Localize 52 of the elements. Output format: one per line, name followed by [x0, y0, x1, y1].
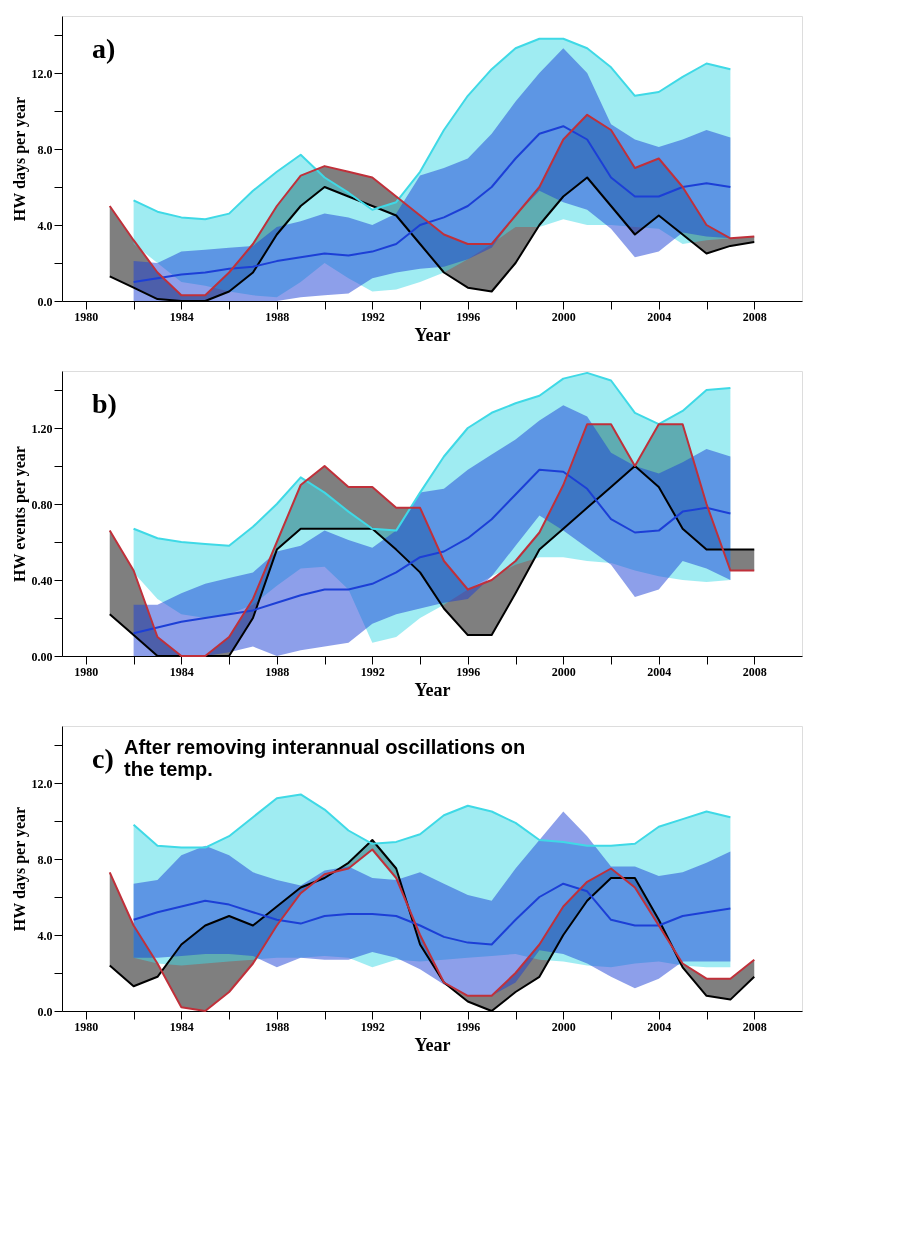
y-tick-label: 0.40	[31, 573, 53, 588]
x-tick-label: 1980	[74, 664, 99, 679]
x-tick-label: 1984	[169, 309, 194, 324]
x-tick-label: 1988	[265, 1019, 290, 1034]
line-series	[132, 793, 732, 849]
x-tick-label: 1992	[360, 309, 385, 324]
line-series	[132, 371, 732, 547]
x-axis-title: Year	[414, 324, 451, 345]
y-tick-label: 0.0	[37, 1004, 53, 1019]
annotation: After removing interannual oscillations on the temp.	[124, 736, 526, 780]
x-tick-label: 2004	[647, 1019, 672, 1034]
line-series	[132, 37, 732, 221]
y-tick-label: 8.0	[37, 852, 53, 867]
x-tick-label: 1996	[456, 309, 481, 324]
x-tick-label: 1992	[360, 1019, 385, 1034]
x-tick-label: 2000	[551, 664, 576, 679]
y-tick-label: 12.0	[31, 66, 53, 81]
y-tick-label: 8.0	[37, 142, 53, 157]
x-tick-label: 2004	[647, 309, 672, 324]
line-series	[132, 125, 732, 283]
x-axis-title: Year	[414, 679, 451, 700]
x-tick-label: 1980	[74, 1019, 99, 1034]
x-tick-label: 1984	[169, 1019, 194, 1034]
annotation: a)	[92, 33, 116, 64]
y-tick-label: 1.20	[31, 421, 53, 436]
x-tick-label: 2004	[647, 664, 672, 679]
y-tick-label: 0.0	[37, 294, 53, 309]
x-tick-label: 2008	[742, 664, 767, 679]
x-tick-label: 1992	[360, 664, 385, 679]
y-axis-title: HW days per year	[10, 806, 29, 932]
x-axis-title: Year	[414, 1034, 451, 1055]
x-tick-label: 2000	[551, 1019, 576, 1034]
y-axis-title: HW days per year	[10, 96, 29, 222]
x-tick-label: 2008	[742, 309, 767, 324]
x-tick-label: 2008	[742, 1019, 767, 1034]
x-tick-label: 2000	[551, 309, 576, 324]
x-tick-label: 1984	[169, 664, 194, 679]
line-series	[132, 882, 732, 946]
y-tick-label: 4.0	[37, 928, 53, 943]
x-tick-label: 1988	[265, 664, 290, 679]
y-tick-label: 0.00	[31, 649, 53, 664]
annotation: b)	[92, 388, 117, 419]
line-series	[132, 468, 732, 635]
y-axis-title: HW events per year	[10, 446, 29, 582]
y-tick-label: 0.80	[31, 497, 53, 512]
y-tick-label: 4.0	[37, 218, 53, 233]
x-tick-label: 1996	[456, 664, 481, 679]
x-tick-label: 1988	[265, 309, 290, 324]
x-tick-label: 1996	[456, 1019, 481, 1034]
annotation: c)	[92, 743, 114, 774]
y-tick-label: 12.0	[31, 776, 53, 791]
x-tick-label: 1980	[74, 309, 99, 324]
